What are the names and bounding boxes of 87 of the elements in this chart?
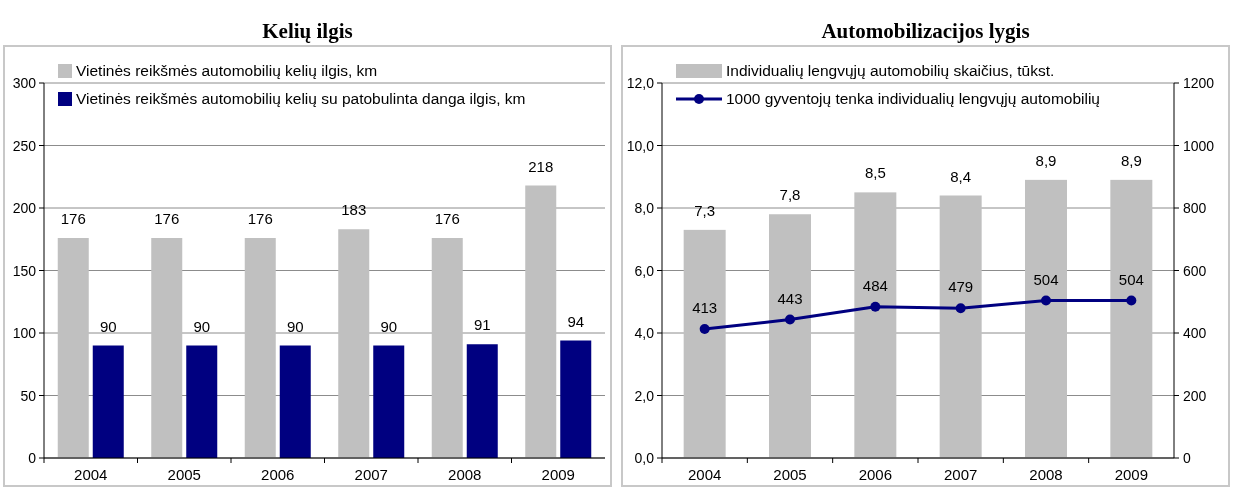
- y2-tick-label: 600: [1183, 262, 1207, 279]
- chart-title: Kelių ilgis: [262, 19, 353, 43]
- data-label: 7,8: [779, 186, 801, 204]
- x-tick-label: 2009: [541, 466, 575, 483]
- y2-tick-label: 1200: [1183, 75, 1215, 91]
- data-label: 176: [60, 210, 86, 227]
- y-tick-label: 150: [12, 262, 37, 279]
- data-label: 90: [380, 317, 398, 335]
- bar: [854, 192, 897, 458]
- x-tick-label: 2005: [773, 466, 807, 483]
- point: [1041, 295, 1051, 306]
- x-tick-label: 2009: [1114, 466, 1149, 483]
- data-label: 443: [777, 289, 803, 307]
- x-tick-label: 2006: [858, 466, 893, 483]
- y-tick-label: 300: [12, 75, 37, 91]
- data-label: 504: [1118, 270, 1144, 288]
- x-tick-label: 2007: [943, 466, 978, 483]
- y-tick-label: 50: [20, 387, 37, 404]
- bar: [338, 229, 370, 458]
- data-label: 176: [247, 210, 273, 227]
- data-label: 413: [692, 298, 718, 316]
- data-label: 90: [286, 317, 304, 335]
- data-label: 218: [528, 157, 554, 175]
- x-tick-label: 2004: [687, 466, 722, 483]
- x-tick-label: 2008: [448, 466, 482, 483]
- x-tick-label: 2008: [1029, 466, 1063, 483]
- legend-label: Individualių lengvųjų automobilių skaičius, tūkst.: [726, 62, 1055, 79]
- data-label: 176: [154, 210, 180, 227]
- point: [785, 314, 795, 325]
- data-label: 504: [1033, 270, 1059, 288]
- data-label: 176: [434, 210, 460, 227]
- data-label: 94: [567, 312, 585, 330]
- y-tick-label: 200: [12, 200, 37, 216]
- bar: [373, 345, 405, 458]
- y-tick-label: 4,0: [634, 325, 655, 341]
- data-label: 8,4: [950, 167, 972, 185]
- data-label: 90: [193, 317, 211, 335]
- point: [955, 303, 966, 314]
- bar: [769, 214, 811, 458]
- data-label: 183: [341, 201, 367, 219]
- bar: [431, 238, 463, 458]
- y2-tick-label: 0: [1183, 450, 1191, 466]
- bar: [244, 238, 276, 458]
- y-tick-label: 0: [28, 450, 37, 466]
- bar: [92, 345, 124, 458]
- x-tick-label: 2006: [261, 466, 295, 483]
- y-tick-label: 8,0: [634, 200, 655, 216]
- bar: [683, 229, 726, 458]
- y-tick-label: 250: [12, 137, 37, 154]
- x-tick-label: 2004: [74, 466, 108, 483]
- x-tick-label: 2005: [167, 466, 201, 483]
- bar: [151, 238, 183, 458]
- data-label: 8,9: [1120, 151, 1142, 169]
- bar: [1110, 179, 1153, 458]
- data-label: 479: [948, 278, 974, 296]
- legend-label: 1000 gyventojų tenka individualių lengvųjų automobilių: [726, 90, 1100, 107]
- bar: [939, 195, 982, 458]
- y-tick-label: 10,0: [626, 137, 655, 154]
- bar: [186, 345, 218, 458]
- data-label: 7,3: [694, 201, 716, 219]
- point: [870, 301, 881, 312]
- y-tick-label: 6,0: [634, 262, 655, 279]
- data-label: 484: [862, 276, 888, 294]
- data-label: 8,9: [1035, 151, 1057, 169]
- legend-label: Vietinės reikšmės automobilių kelių ilgis, km: [76, 62, 378, 79]
- data-label: 91: [473, 316, 491, 334]
- y2-tick-label: 200: [1183, 387, 1207, 404]
- bar: [57, 238, 89, 458]
- bar: [466, 344, 498, 458]
- y-tick-label: 12,0: [626, 75, 655, 91]
- point: [699, 323, 710, 334]
- bar: [525, 185, 557, 458]
- y-tick-label: 0,0: [634, 450, 655, 466]
- x-tick-label: 2007: [354, 466, 388, 483]
- y2-tick-label: 400: [1183, 325, 1207, 341]
- legend-label: Vietinės reikšmės automobilių kelių su patobulinta danga ilgis, km: [76, 90, 526, 107]
- y-tick-label: 100: [12, 325, 37, 341]
- bar: [279, 345, 311, 458]
- data-label: 8,5: [864, 164, 886, 182]
- y2-tick-label: 1000: [1183, 137, 1215, 154]
- y-tick-label: 2,0: [634, 387, 655, 404]
- bar: [1025, 179, 1067, 458]
- y2-tick-label: 800: [1183, 200, 1207, 216]
- bar: [560, 340, 592, 458]
- data-label: 90: [99, 317, 117, 335]
- chart-title: Automobilizacijos lygis: [821, 19, 1030, 43]
- point: [1126, 295, 1137, 306]
